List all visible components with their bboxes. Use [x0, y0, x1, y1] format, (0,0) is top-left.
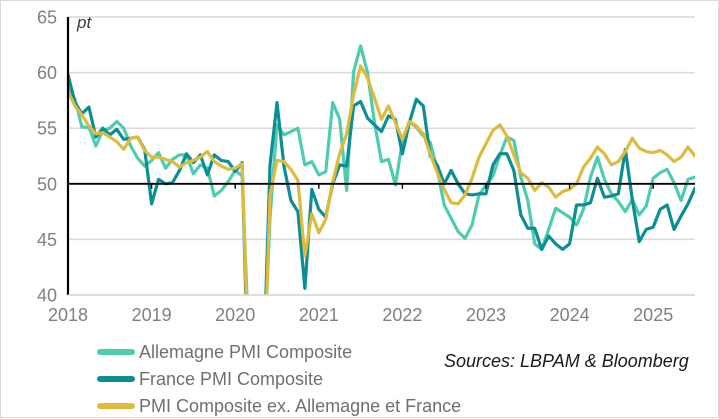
xtick-label-2023: 2023	[466, 305, 506, 325]
xtick-label-2019: 2019	[132, 305, 172, 325]
legend-label-allemagne: Allemagne PMI Composite	[139, 341, 353, 362]
xtick-label-2022: 2022	[382, 305, 422, 325]
xtick-label-2021: 2021	[299, 305, 339, 325]
series-line-0	[68, 44, 695, 295]
sources-note: Sources: LBPAM & Bloomberg	[444, 351, 689, 371]
ytick-label-65: 65	[37, 8, 57, 28]
ytick-label-45: 45	[37, 230, 57, 250]
xtick-label-2020: 2020	[215, 305, 255, 325]
legend-swatch-allemagne	[97, 348, 135, 355]
legend-swatch-france	[97, 375, 135, 382]
legend-swatch-ex-allemagne-france	[97, 402, 135, 409]
xtick-label-2018: 2018	[48, 305, 88, 325]
legend-label-ex-allemagne-france: PMI Composite ex. Allemagne et France	[139, 395, 462, 416]
legend-item-allemagne[interactable]: Allemagne PMI Composite	[97, 338, 517, 365]
ytick-label-50: 50	[37, 174, 57, 194]
xtick-label-2024: 2024	[550, 305, 590, 325]
xtick-label-2025: 2025	[633, 305, 673, 325]
ytick-label-60: 60	[37, 63, 57, 83]
y-axis-unit-label: pt	[76, 13, 92, 32]
legend-label-france: France PMI Composite	[139, 368, 324, 389]
chart-legend: Allemagne PMI Composite France PMI Compo…	[97, 338, 517, 419]
ytick-label-55: 55	[37, 119, 57, 139]
series-line-2	[68, 64, 695, 295]
legend-item-ex-allemagne-france[interactable]: PMI Composite ex. Allemagne et France	[97, 392, 517, 419]
ytick-label-40: 40	[37, 286, 57, 306]
legend-item-france[interactable]: France PMI Composite	[97, 365, 517, 392]
